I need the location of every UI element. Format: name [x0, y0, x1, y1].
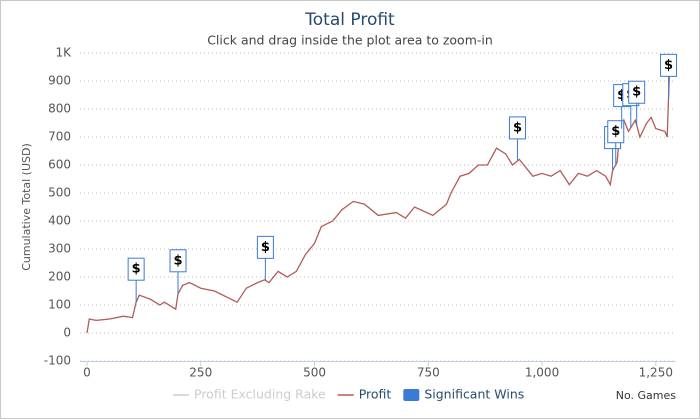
y-tick-label: 700 — [48, 130, 71, 144]
y-tick-label: 300 — [48, 242, 71, 256]
significant-win-flag: $ — [628, 80, 646, 126]
legend-label[interactable]: Profit — [359, 387, 392, 402]
flag-box — [508, 116, 526, 140]
flag-label: $ — [132, 262, 141, 277]
y-tick-label: 800 — [48, 102, 71, 116]
y-tick-label: 0 — [63, 326, 71, 340]
significant-win-flag: $ — [256, 235, 274, 281]
flag-label: $ — [611, 124, 620, 139]
x-tick-label: 500 — [303, 366, 326, 380]
y-tick-label: 200 — [48, 270, 71, 284]
profit-line — [86, 72, 671, 334]
x-axis-label: No. Games — [616, 389, 677, 402]
flag-box — [127, 257, 145, 281]
significant-win-flag: $ — [169, 249, 187, 294]
flag-label: $ — [617, 88, 626, 103]
flag-label: $ — [261, 240, 270, 255]
flag-box — [628, 80, 646, 104]
chart-subtitle: Click and drag inside the plot area to z… — [207, 33, 493, 48]
flag-box — [256, 235, 274, 259]
y-tick-label: 400 — [48, 214, 71, 228]
flag-box — [607, 120, 625, 144]
legend-label[interactable]: Significant Wins — [424, 387, 524, 402]
chart-title: Total Profit — [304, 10, 395, 30]
flag-label: $ — [173, 253, 182, 268]
x-tick-label: 0 — [83, 366, 91, 380]
x-tick-label: 750 — [417, 366, 440, 380]
y-tick-label: -100 — [44, 354, 71, 368]
y-axis-label: Cumulative Total (USD) — [20, 143, 33, 271]
y-tick-label: 600 — [48, 158, 71, 172]
y-tick-label: 100 — [48, 298, 71, 312]
x-tick-label: 1,250 — [639, 366, 673, 380]
y-tick-label: 900 — [48, 74, 71, 88]
significant-win-flag: $ — [607, 120, 625, 165]
legend-symbol — [403, 389, 420, 401]
x-tick-label: 1,000 — [525, 366, 559, 380]
y-tick-label: 500 — [48, 186, 71, 200]
flag-label: $ — [513, 120, 522, 135]
x-tick-label: 250 — [189, 366, 212, 380]
legend-label[interactable]: Profit Excluding Rake — [194, 387, 326, 402]
flag-box — [169, 249, 187, 273]
flag-box — [660, 53, 678, 77]
significant-win-flag: $ — [508, 116, 526, 161]
significant-win-flag: $ — [660, 53, 678, 99]
significant-win-flag: $ — [127, 257, 145, 303]
flag-label: $ — [632, 85, 641, 100]
y-tick-label: 1K — [55, 46, 72, 60]
flag-label: $ — [664, 58, 673, 73]
